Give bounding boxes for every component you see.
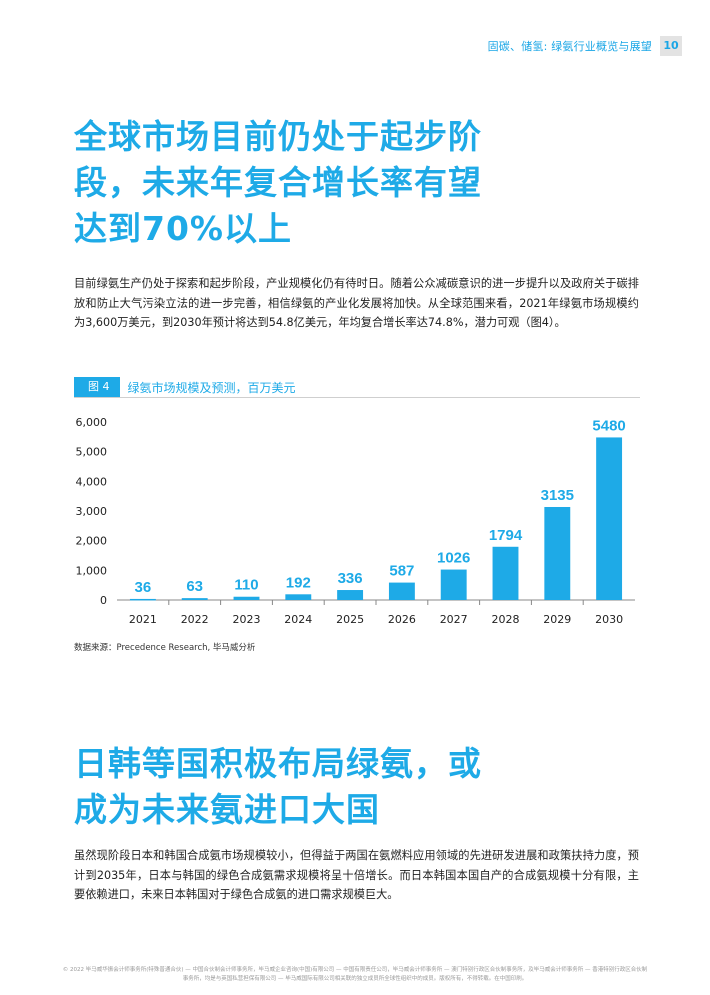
- heading-line: 日韩等国积极布局绿氨，或: [74, 744, 482, 783]
- data-label: 110: [234, 577, 258, 594]
- x-tick-label: 2027: [440, 613, 468, 626]
- data-label: 1026: [437, 550, 470, 567]
- x-tick-label: 2024: [284, 613, 312, 626]
- page-header: 固碳、储氢: 绿氨行业概览与展望 10: [488, 36, 682, 56]
- heading-line: 达到70%以上: [74, 209, 292, 248]
- copyright-footer: © 2022 毕马威华振会计师事务所(特殊普通合伙) — 中国合伙制会计师事务所…: [62, 967, 648, 982]
- figure-caption: 图 4 绿氨市场规模及预测，百万美元: [74, 377, 296, 397]
- page-number: 10: [660, 36, 682, 56]
- figure-number: 图 4: [74, 377, 120, 397]
- y-tick-label: 0: [100, 594, 107, 607]
- x-tick-label: 2022: [181, 613, 209, 626]
- market-paragraph: 目前绿氨生产仍处于探索和起步阶段，产业规模化仍有待时日。随着公众减碳意识的进一步…: [74, 277, 639, 329]
- bar: [544, 506, 571, 600]
- y-tick-label: 3,000: [76, 505, 108, 518]
- x-tick-label: 2029: [543, 613, 571, 626]
- data-source: 数据来源：Precedence Research, 毕马威分析: [74, 643, 256, 653]
- data-label: 1794: [489, 527, 523, 544]
- y-tick-label: 6,000: [76, 416, 108, 429]
- bar: [129, 598, 156, 601]
- figure-divider: [74, 397, 640, 398]
- data-label: 5480: [592, 417, 625, 434]
- data-label: 3135: [541, 487, 574, 504]
- data-label: 63: [186, 578, 203, 595]
- data-label: 192: [286, 574, 311, 591]
- japan-korea-paragraph: 虽然现阶段日本和韩国合成氨市场规模较小，但得益于两国在氨燃料应用领域的先进研发进…: [74, 849, 639, 901]
- data-label: 36: [135, 579, 152, 596]
- section-heading-japan-korea: 日韩等国积极布局绿氨，或 成为未来氨进口大国: [74, 741, 654, 833]
- bar: [596, 437, 623, 600]
- market-size-bar-chart: 0 1,000 2,000 3,000 4,000 5,000 6,000 36 2021 63 2…: [76, 416, 635, 626]
- data-label: 336: [338, 570, 363, 587]
- heading-line: 段，未来年复合增长率有望: [74, 163, 482, 202]
- x-tick-label: 2025: [336, 613, 364, 626]
- heading-line: 全球市场目前仍处于起步阶: [74, 117, 482, 156]
- bar: [388, 582, 415, 600]
- bar: [492, 546, 519, 600]
- bar: [285, 594, 312, 600]
- x-tick-label: 2030: [595, 613, 623, 626]
- x-tick-label: 2026: [388, 613, 416, 626]
- y-tick-label: 1,000: [76, 564, 108, 577]
- running-title: 固碳、储氢: 绿氨行业概览与展望: [487, 40, 652, 53]
- x-tick-label: 2028: [492, 613, 520, 626]
- y-tick-label: 2,000: [76, 535, 108, 548]
- y-tick-label: 4,000: [76, 475, 108, 488]
- section-heading-market: 全球市场目前仍处于起步阶 段，未来年复合增长率有望 达到70%以上: [74, 114, 634, 252]
- figure-title: 绿氨市场规模及预测，百万美元: [127, 380, 296, 395]
- x-tick-label: 2021: [129, 613, 157, 626]
- y-tick-label: 5,000: [76, 446, 108, 459]
- bar: [233, 596, 260, 600]
- data-label: 587: [389, 563, 414, 580]
- bar: [440, 569, 467, 600]
- x-tick-label: 2023: [233, 613, 261, 626]
- bar: [337, 590, 364, 600]
- heading-line: 成为未来氨进口大国: [74, 790, 380, 829]
- bar: [181, 598, 208, 600]
